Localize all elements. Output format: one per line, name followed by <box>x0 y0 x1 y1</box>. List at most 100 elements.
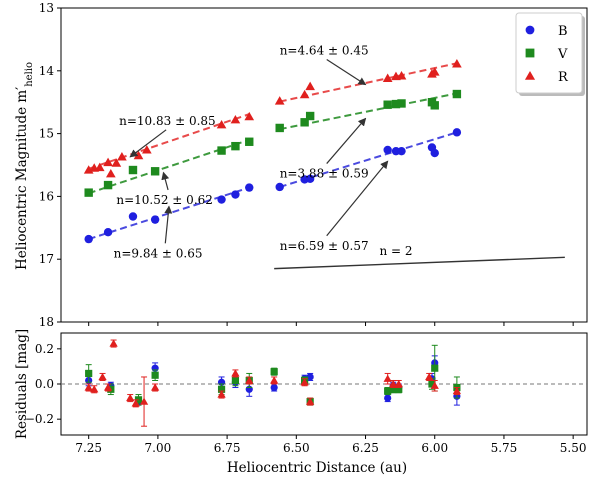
fit-annotation-arrow-R <box>326 58 367 86</box>
data-point-R <box>111 158 122 167</box>
top-ytick-label: 14 <box>39 64 55 78</box>
data-point-R <box>230 114 241 124</box>
top-series-V <box>84 89 462 197</box>
residual-point-R <box>150 383 160 391</box>
legend-label-V: V <box>557 47 568 62</box>
data-point-V <box>217 146 226 155</box>
residual-point-R <box>430 381 439 389</box>
top-y-axis-label: Heliocentric Magnitude m′helio <box>14 62 35 270</box>
data-point-R <box>274 96 285 105</box>
residual-point-R <box>139 397 149 405</box>
fit-line-V <box>279 92 458 131</box>
residual-series-V <box>85 344 461 406</box>
data-point-B <box>452 128 462 137</box>
bottom-xtick-label: 7.00 <box>145 441 172 455</box>
data-point-B <box>245 183 254 192</box>
data-point-B <box>103 227 113 237</box>
data-point-V <box>430 101 439 110</box>
fit-annotation-arrow-B <box>164 205 173 244</box>
bottom-y-axis-label: Residuals [mag] <box>14 329 30 439</box>
residual-series-R <box>84 339 462 427</box>
legend-marker-B <box>525 25 535 35</box>
residual-point-V <box>217 385 226 393</box>
residual-point-R <box>109 339 118 347</box>
data-point-V <box>300 118 309 127</box>
residual-point-V <box>395 385 403 393</box>
fit-annotation-B: n=6.59 ± 0.57 <box>280 239 369 253</box>
data-point-R <box>103 157 113 167</box>
bottom-xtick-label: 5.75 <box>491 441 518 455</box>
top-ytick-label: 18 <box>39 315 54 329</box>
residual-point-R <box>306 397 315 405</box>
data-point-V <box>397 99 406 108</box>
data-point-V <box>275 123 284 133</box>
data-point-B <box>305 174 315 184</box>
data-point-V <box>84 188 93 197</box>
residual-point-R <box>131 399 140 407</box>
residual-point-R <box>245 376 254 384</box>
top-ytick-label: 13 <box>39 1 54 15</box>
data-point-B <box>84 234 93 244</box>
data-point-R <box>299 89 310 99</box>
top-ytick-label: 15 <box>39 127 54 141</box>
data-point-R <box>396 70 407 80</box>
data-point-R <box>141 145 152 154</box>
residual-point-R <box>98 372 107 381</box>
data-point-B <box>275 182 284 192</box>
data-point-R <box>216 119 227 129</box>
data-point-V <box>305 111 315 121</box>
bottom-ytick-label: −0.2 <box>25 412 54 426</box>
axis-labels: Heliocentric Magnitude m′helio Residuals… <box>14 62 407 476</box>
top-plot-frame <box>60 7 588 323</box>
fit-line-B <box>279 131 458 188</box>
data-point-V <box>245 137 254 146</box>
fit-annotation-arrow-V <box>326 117 367 164</box>
residual-point-R <box>389 379 398 388</box>
data-point-B <box>383 145 392 155</box>
bottom-xtick-label: 7.25 <box>75 441 102 455</box>
residual-point-R <box>270 376 279 384</box>
data-point-V <box>452 89 462 99</box>
data-point-R <box>429 67 440 76</box>
bottom-xtick-label: 5.50 <box>560 441 587 455</box>
residual-point-V <box>384 387 392 395</box>
data-point-B <box>430 148 439 158</box>
residual-point-V <box>270 368 278 376</box>
data-point-V <box>150 167 160 176</box>
bottom-ytick-label: 0.0 <box>35 377 54 391</box>
data-point-B <box>217 195 226 204</box>
data-point-R <box>106 168 116 178</box>
bottom-xtick-label: 6.75 <box>214 441 241 455</box>
fit-annotation-arrow-R <box>129 129 167 158</box>
data-point-R <box>117 152 127 161</box>
residual-point-V <box>85 369 93 378</box>
data-point-R <box>94 162 105 172</box>
fit-annotation-R: n=10.83 ± 0.85 <box>119 114 216 128</box>
residual-point-R <box>300 378 309 386</box>
data-point-B <box>397 146 406 156</box>
bottom-xtick-label: 6.00 <box>421 441 448 455</box>
fit-line-V <box>88 138 250 195</box>
data-point-V <box>383 100 392 109</box>
data-point-V <box>103 180 113 190</box>
fit-line-B <box>88 186 250 241</box>
fit-annotation-arrow-V <box>161 171 170 191</box>
data-point-V <box>391 99 401 109</box>
residual-point-B <box>270 383 278 392</box>
bottom-xtick-label: 6.25 <box>352 441 379 455</box>
fit-annotation-V: n=10.52 ± 0.62 <box>116 193 213 207</box>
residual-point-R <box>383 374 392 382</box>
residual-point-R <box>126 393 135 402</box>
reference-line <box>274 256 565 270</box>
residual-point-B <box>384 394 392 402</box>
legend: BVR <box>515 12 585 96</box>
legend-label-R: R <box>558 70 569 85</box>
data-point-R <box>305 81 315 91</box>
legend-label-B: B <box>558 24 568 39</box>
residual-point-V <box>389 385 397 393</box>
residual-point-R <box>425 372 434 381</box>
fit-annotation-R: n=4.64 ± 0.45 <box>280 43 369 57</box>
residuals-plot: −0.2 0.0 0.2 7.25 7.00 6.75 6.50 6.25 6.00 5.75 5.… <box>25 332 588 455</box>
data-point-B <box>150 215 160 224</box>
